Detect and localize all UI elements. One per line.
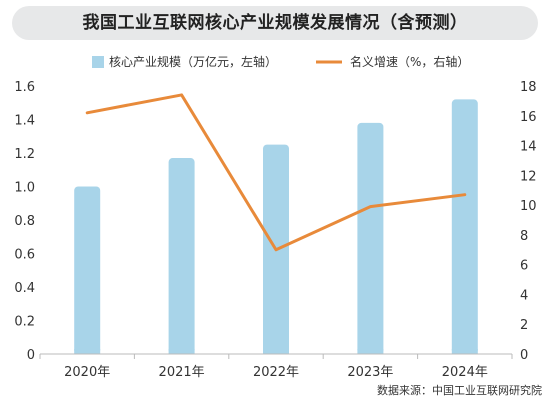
y-left-tick-label: 0.8 (14, 214, 35, 229)
bar-base (357, 349, 384, 354)
bar-base (74, 349, 101, 354)
y-right-tick-label: 16 (520, 110, 537, 125)
legend-label-bar: 核心产业规模（万亿元，左轴） (109, 54, 277, 69)
x-tick-label: 2023年 (347, 365, 393, 380)
y-right-tick-label: 6 (520, 259, 528, 274)
y-left-tick-label: 1.0 (14, 181, 35, 196)
y-right-tick-label: 10 (520, 199, 537, 214)
y-left-tick-label: 0 (27, 348, 35, 363)
bar (451, 99, 478, 355)
source-note: 数据来源：中国工业互联网研究院 (377, 383, 542, 397)
y-right-tick-label: 0 (520, 348, 528, 363)
x-tick-label: 2021年 (159, 365, 205, 380)
chart-title: 我国工业互联网核心产业规模发展情况（含预测） (82, 13, 468, 33)
bar-base (451, 349, 478, 354)
y-left-tick-label: 1.2 (14, 147, 35, 162)
bar (168, 158, 195, 354)
bar-base (263, 349, 289, 354)
y-right-tick-label: 18 (520, 80, 537, 95)
bar-base (168, 349, 195, 354)
y-left-tick-label: 1.6 (14, 80, 35, 95)
y-right-tick-label: 8 (520, 229, 528, 244)
y-left-tick-label: 1.4 (14, 114, 35, 129)
legend-swatch-bar (92, 56, 104, 68)
y-left-tick-label: 0.6 (14, 248, 35, 263)
x-tick-label: 2020年 (64, 365, 110, 380)
bar (357, 122, 384, 354)
x-tick-label: 2022年 (253, 365, 299, 380)
y-left-tick-label: 0.4 (14, 281, 35, 296)
y-right-tick-label: 12 (520, 169, 537, 184)
legend-label-line: 名义增速（%，右轴） (350, 54, 469, 69)
growth-line (85, 93, 467, 252)
y-left-tick-label: 0.2 (14, 315, 35, 330)
y-right-tick-label: 14 (520, 140, 537, 155)
bar (74, 186, 101, 354)
y-right-tick-label: 4 (520, 288, 528, 303)
x-tick-label: 2024年 (442, 365, 488, 380)
y-right-tick-label: 2 (520, 318, 528, 333)
title-banner: 我国工业互联网核心产业规模发展情况（含预测） (12, 6, 538, 40)
